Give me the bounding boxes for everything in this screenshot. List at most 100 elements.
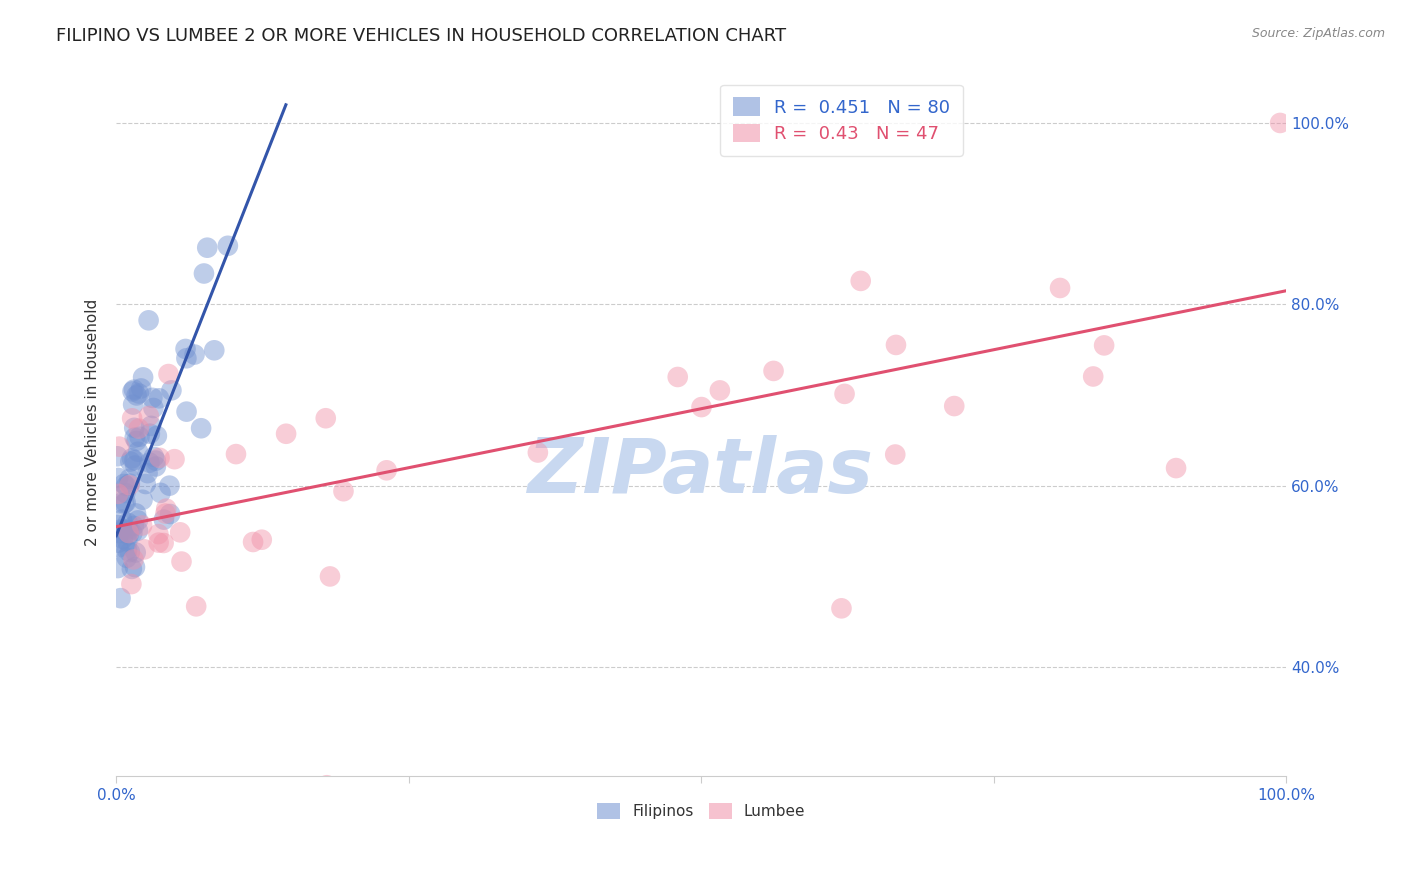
Point [225, 447, 247, 461]
Point [195, 241, 218, 255]
Point [110, 523, 132, 537]
Point [136, 466, 159, 480]
Point [332, 484, 354, 499]
Point [250, 533, 273, 547]
Point [174, 342, 197, 356]
Point [142, 450, 165, 464]
Point [114, 486, 136, 500]
Point [127, 513, 149, 527]
Point [117, 528, 139, 542]
Point [118, 545, 141, 559]
Point [849, 274, 872, 288]
Text: Source: ZipAtlas.com: Source: ZipAtlas.com [1251, 27, 1385, 40]
Point [319, 569, 342, 583]
Point [176, 351, 198, 366]
Point [148, 535, 170, 549]
Point [128, 422, 150, 436]
Point [118, 478, 141, 492]
Point [148, 527, 170, 541]
Point [122, 398, 145, 412]
Legend: Filipinos, Lumbee: Filipinos, Lumbee [591, 797, 811, 825]
Point [107, 487, 129, 501]
Point [157, 367, 180, 381]
Point [141, 391, 163, 405]
Point [125, 434, 148, 448]
Point [121, 451, 143, 466]
Point [159, 478, 181, 492]
Point [118, 526, 141, 541]
Point [202, 343, 225, 358]
Point [125, 507, 148, 521]
Point [107, 518, 129, 533]
Point [1164, 461, 1187, 475]
Point [274, 426, 297, 441]
Point [148, 450, 170, 465]
Point [139, 418, 162, 433]
Point [122, 421, 145, 435]
Point [153, 513, 176, 527]
Point [131, 518, 153, 533]
Point [375, 463, 398, 477]
Point [163, 452, 186, 467]
Point [127, 444, 149, 458]
Point [125, 545, 148, 559]
Point [183, 347, 205, 361]
Point [315, 411, 337, 425]
Point [690, 400, 713, 414]
Point [145, 453, 167, 467]
Point [834, 387, 856, 401]
Point [107, 561, 129, 575]
Point [115, 479, 138, 493]
Point [176, 404, 198, 418]
Point [138, 409, 160, 423]
Point [190, 421, 212, 435]
Point [884, 338, 907, 352]
Point [830, 601, 852, 615]
Point [115, 543, 138, 558]
Point [122, 383, 145, 397]
Point [709, 384, 731, 398]
Point [122, 519, 145, 533]
Y-axis label: 2 or more Vehicles in Household: 2 or more Vehicles in Household [86, 299, 100, 546]
Point [138, 313, 160, 327]
Point [138, 456, 160, 470]
Point [1049, 281, 1071, 295]
Point [121, 384, 143, 399]
Point [107, 535, 129, 549]
Point [111, 513, 134, 527]
Text: FILIPINO VS LUMBEE 2 OR MORE VEHICLES IN HOUSEHOLD CORRELATION CHART: FILIPINO VS LUMBEE 2 OR MORE VEHICLES IN… [56, 27, 786, 45]
Point [1268, 116, 1291, 130]
Point [118, 476, 141, 491]
Point [114, 495, 136, 509]
Point [315, 778, 337, 792]
Point [120, 577, 142, 591]
Point [120, 454, 142, 468]
Point [108, 526, 131, 541]
Point [124, 453, 146, 467]
Point [1092, 338, 1115, 352]
Point [134, 542, 156, 557]
Point [125, 388, 148, 402]
Point [115, 523, 138, 537]
Point [117, 534, 139, 549]
Point [943, 399, 966, 413]
Point [121, 562, 143, 576]
Point [135, 477, 157, 491]
Point [128, 430, 150, 444]
Point [666, 370, 689, 384]
Point [128, 386, 150, 401]
Point [132, 370, 155, 384]
Point [131, 492, 153, 507]
Point [170, 555, 193, 569]
Point [186, 599, 208, 614]
Point [107, 541, 129, 555]
Point [124, 458, 146, 473]
Point [112, 477, 135, 491]
Point [169, 525, 191, 540]
Point [152, 536, 174, 550]
Point [217, 239, 239, 253]
Point [117, 516, 139, 530]
Point [124, 560, 146, 574]
Point [762, 364, 785, 378]
Point [160, 384, 183, 398]
